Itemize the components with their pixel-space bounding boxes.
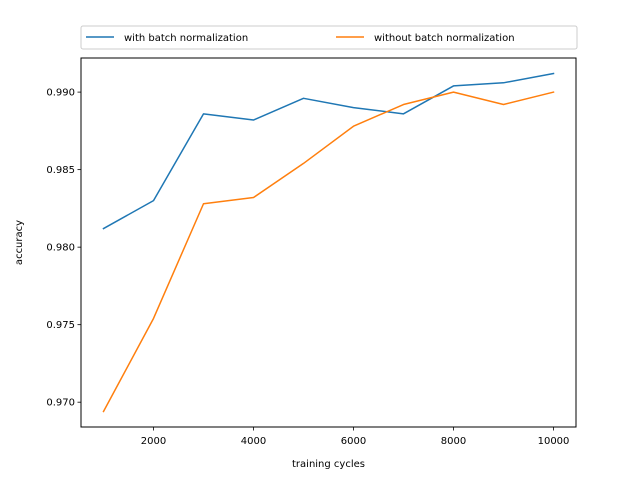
legend-box <box>80 25 578 50</box>
x-tick-label: 10000 <box>538 436 570 447</box>
x-tick-label: 4000 <box>241 436 266 447</box>
y-axis: 0.970 0.975 0.980 0.985 0.990 <box>46 88 81 409</box>
x-tick-label: 6000 <box>341 436 366 447</box>
x-tick-label: 2000 <box>141 436 166 447</box>
y-tick-label: 0.990 <box>46 88 75 99</box>
y-tick-label: 0.970 <box>46 398 75 409</box>
legend-label-2: without batch normalization <box>374 33 515 44</box>
series-line-1 <box>102 72 555 230</box>
axes-frame <box>80 57 577 428</box>
x-axis: 2000 4000 6000 8000 10000 <box>141 427 570 447</box>
legend-label-1: with batch normalization <box>124 33 248 44</box>
y-axis-title: accuracy <box>14 220 25 265</box>
series-line-2 <box>102 91 555 413</box>
y-tick-label: 0.980 <box>46 243 75 254</box>
y-tick-label: 0.985 <box>46 165 75 176</box>
x-axis-title: training cycles <box>292 459 365 470</box>
x-tick-label: 8000 <box>441 436 466 447</box>
plot-area <box>102 72 555 413</box>
legend: with batch normalization without batch no… <box>80 25 578 50</box>
y-tick-label: 0.975 <box>46 320 75 331</box>
